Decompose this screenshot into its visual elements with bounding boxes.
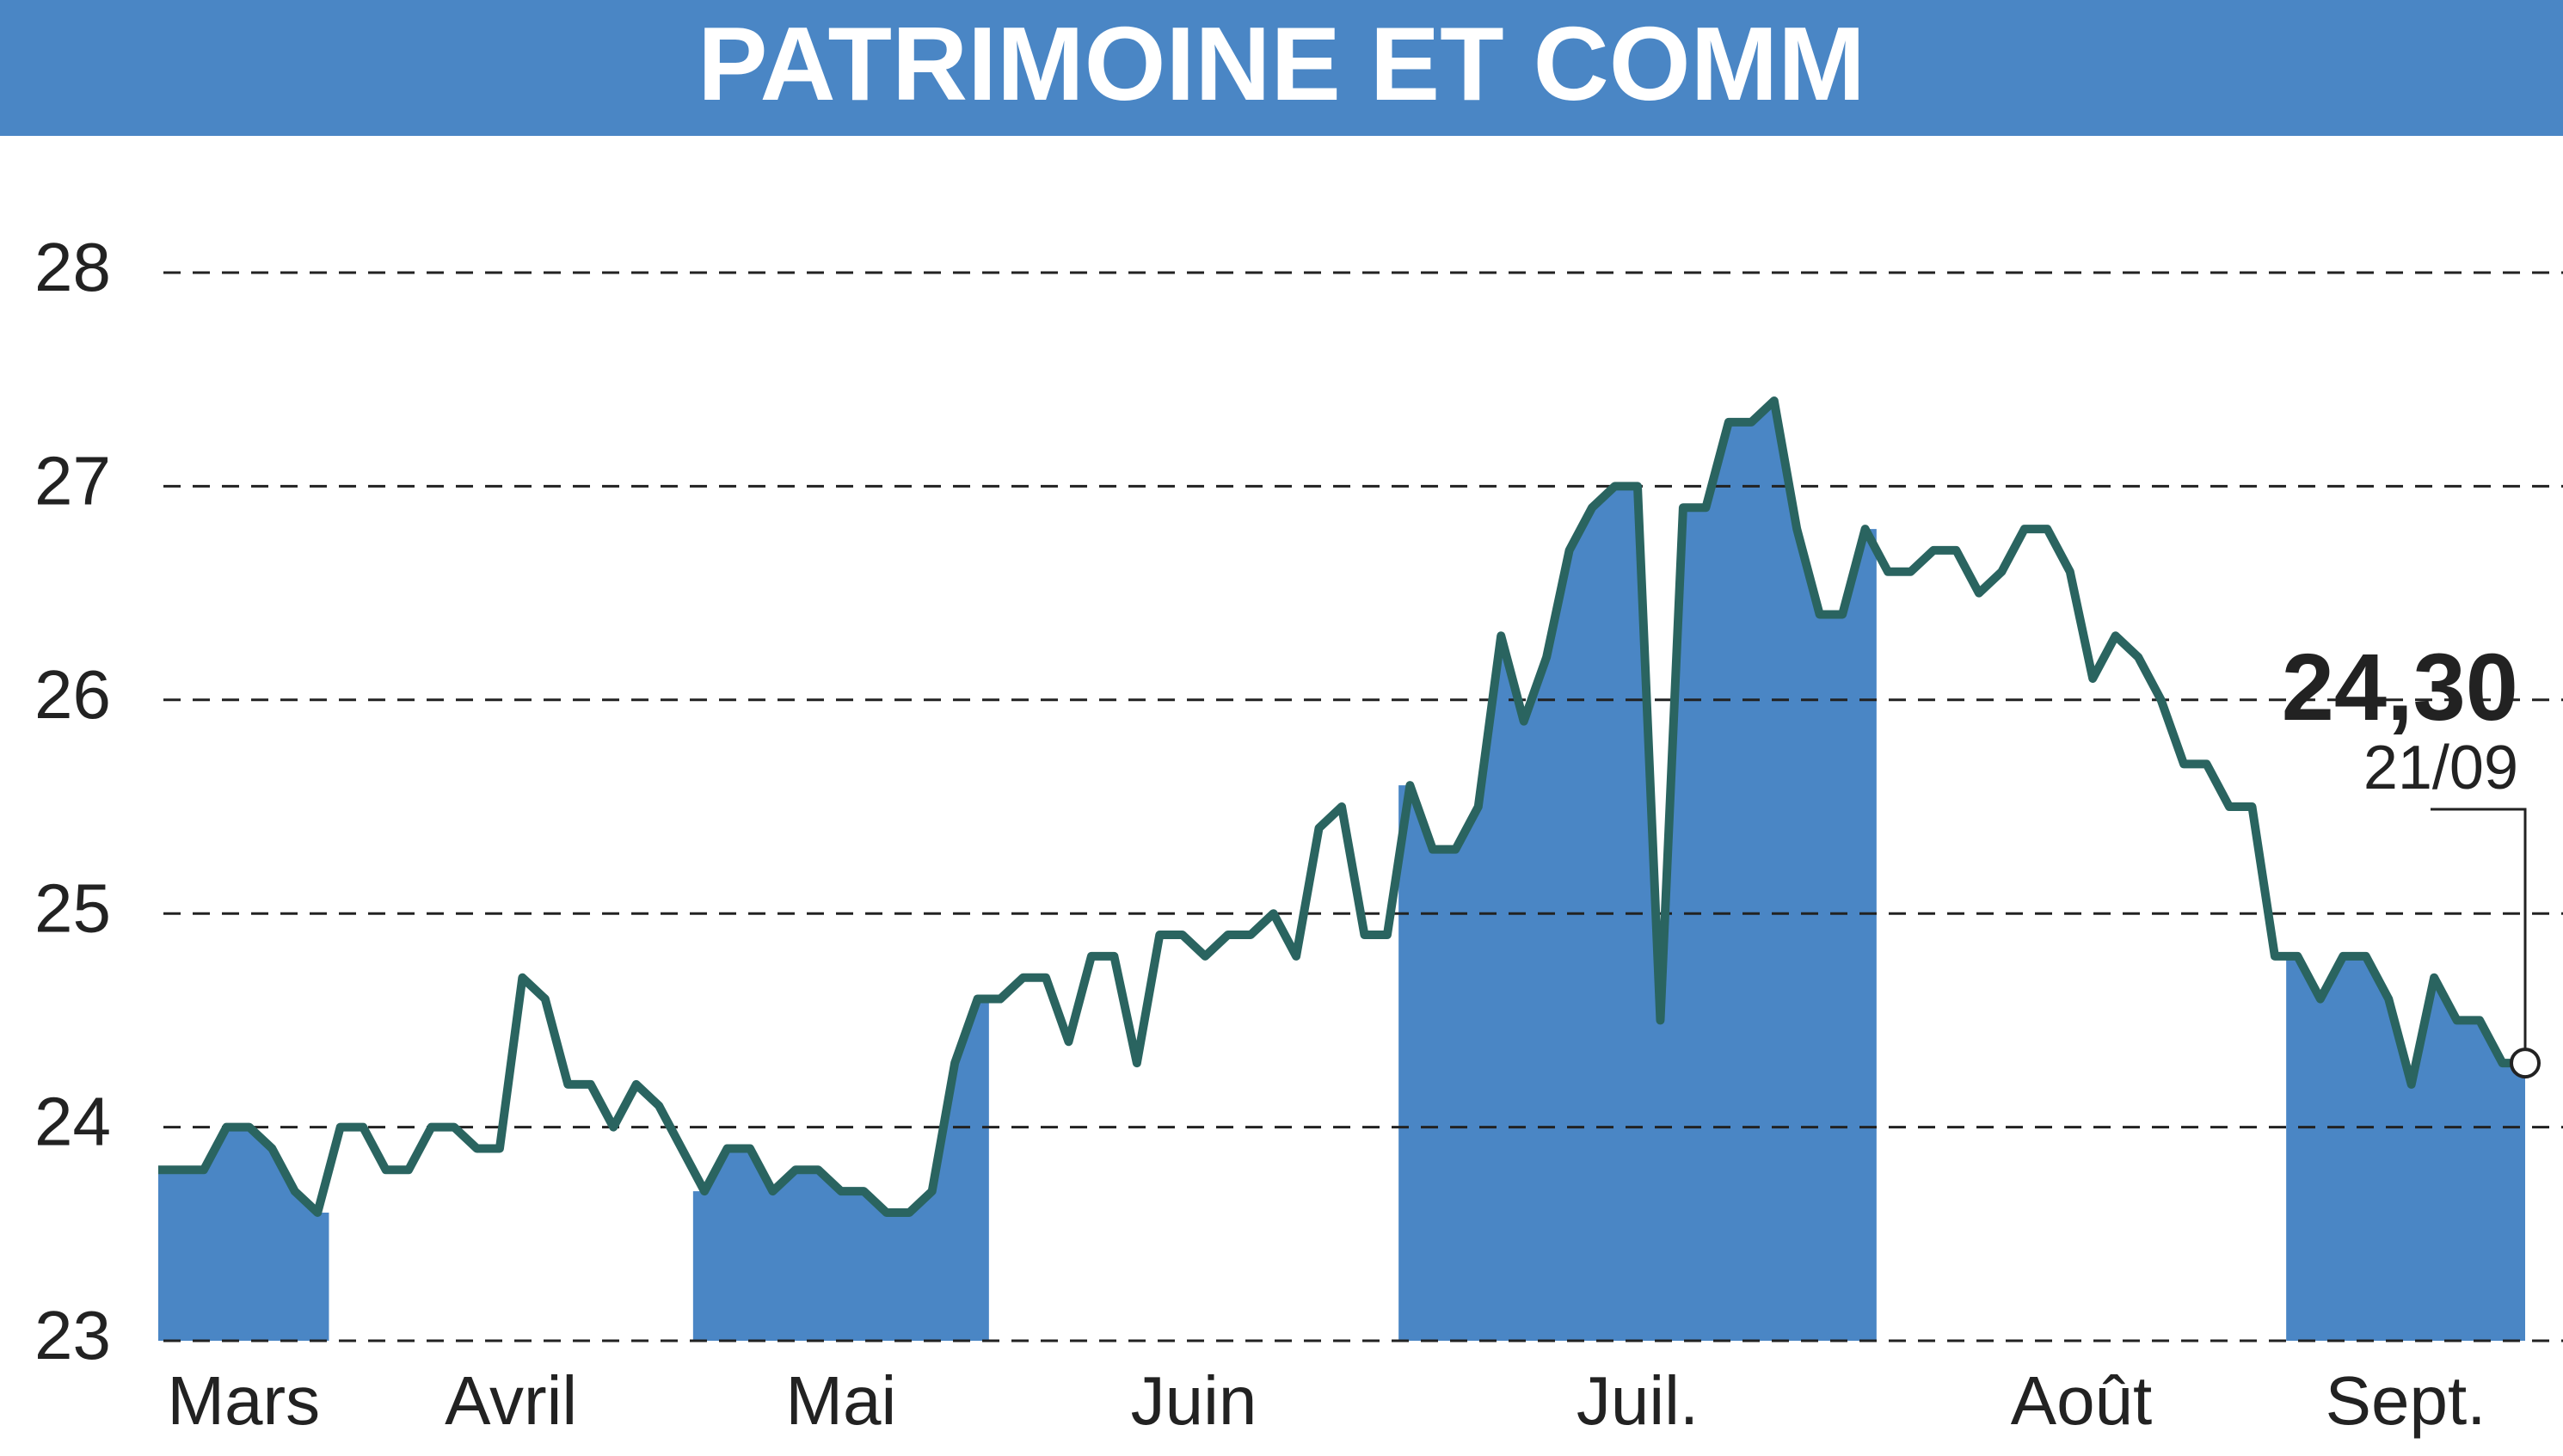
month-area [158,1127,329,1341]
x-tick-label: Juil. [1577,1362,1699,1439]
y-tick-label: 26 [34,656,111,733]
x-tick-label: Mars [167,1362,320,1439]
month-area [692,998,989,1341]
chart-title: PATRIMOINE ET COMM [698,5,1865,122]
y-tick-label: 25 [34,869,111,946]
price-line [158,396,2525,1217]
x-tick-label: Avril [445,1362,577,1439]
month-area [1398,401,1877,1341]
last-value-label: 24,30 [2282,635,2518,740]
last-point [2510,1047,2541,1079]
annotation-connector [2431,808,2527,1064]
y-tick-label: 24 [34,1084,111,1160]
y-tick-label: 23 [34,1297,111,1373]
month-area [2286,955,2525,1341]
y-tick-label: 27 [34,443,111,519]
x-tick-label: Sept. [2326,1362,2486,1439]
x-tick-label: Août [2011,1362,2153,1439]
x-tick-label: Juin [1131,1362,1257,1439]
last-date-label: 21/09 [2363,734,2518,802]
x-tick-label: Mai [785,1362,896,1439]
title-bar [0,0,2563,136]
y-tick-label: 28 [34,229,111,305]
